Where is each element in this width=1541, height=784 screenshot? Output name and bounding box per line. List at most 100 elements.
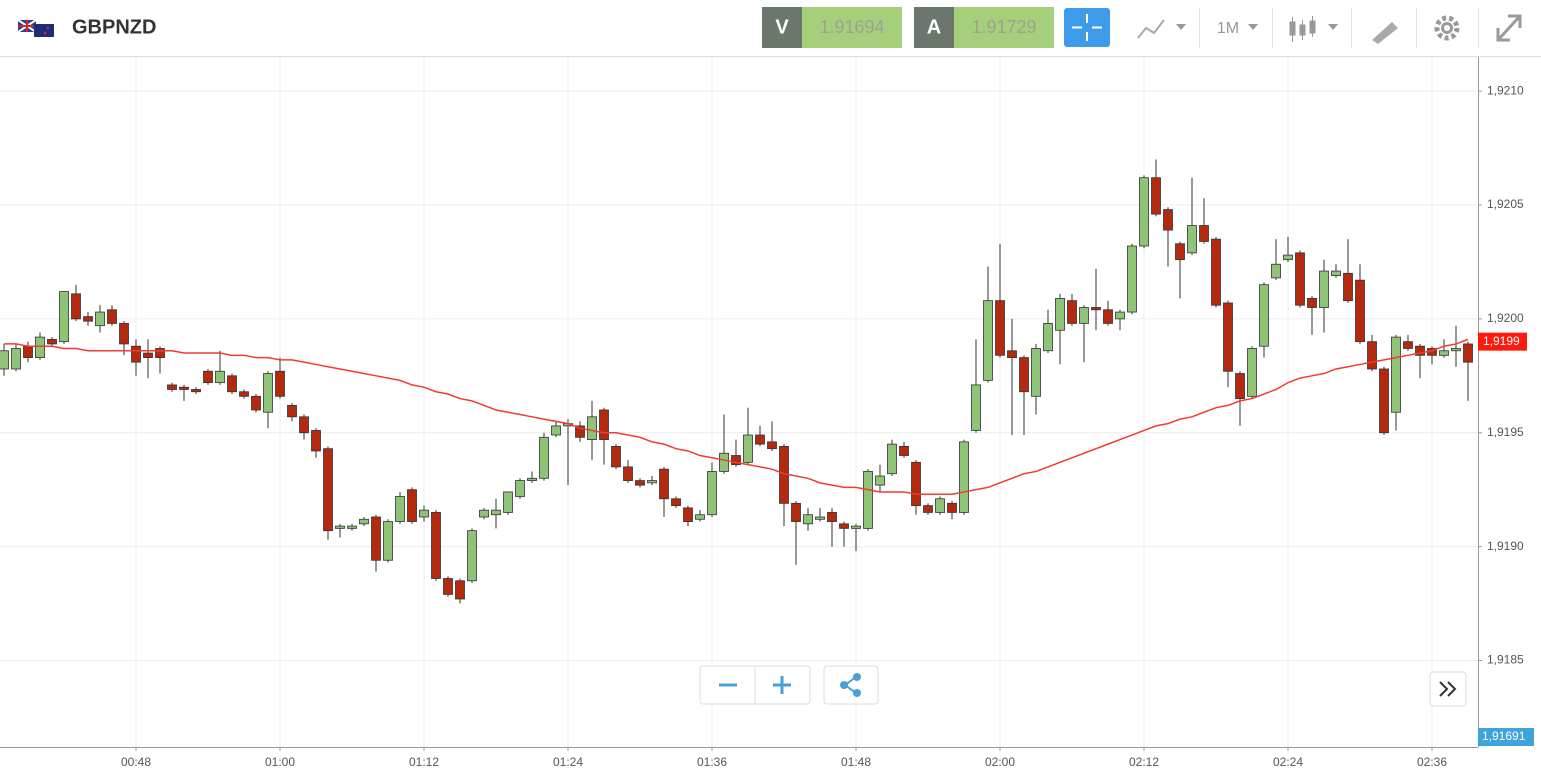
candle-body xyxy=(1103,309,1113,324)
candle-body xyxy=(863,471,873,529)
candle-body xyxy=(1403,341,1413,349)
candle-body xyxy=(1343,272,1353,302)
candle-body xyxy=(1283,254,1293,261)
candle-body xyxy=(239,391,249,397)
dropdown-arrow xyxy=(1328,24,1338,30)
candle-body xyxy=(647,480,657,484)
candle-body xyxy=(587,416,597,440)
candle-body xyxy=(839,523,849,529)
candle-body xyxy=(491,509,501,516)
candle-body xyxy=(371,516,381,561)
buy-price: 1.91729 xyxy=(971,17,1036,37)
chart-type-icon[interactable] xyxy=(1289,16,1316,42)
x-tick-label: 02:24 xyxy=(1273,755,1303,769)
share-button[interactable] xyxy=(823,665,879,705)
sell-button[interactable] xyxy=(762,7,802,48)
x-tick-label: 01:36 xyxy=(697,755,727,769)
candle-body xyxy=(947,502,957,513)
candle-body xyxy=(611,446,621,468)
candle-body xyxy=(959,441,969,513)
last-price-label: 1,9199 xyxy=(1483,334,1520,348)
candle-body xyxy=(431,512,441,579)
candle-body xyxy=(1259,284,1269,347)
candle-body xyxy=(683,507,693,522)
candle-body xyxy=(911,461,921,507)
bid-tag-label: 1,91691 xyxy=(1482,729,1526,743)
candle-body xyxy=(1019,357,1029,393)
candle-body xyxy=(227,375,237,393)
flag-nz-star xyxy=(46,26,50,30)
x-tick-label: 00:48 xyxy=(121,755,151,769)
symbol: GBPNZD xyxy=(72,16,156,38)
candle-body xyxy=(1379,368,1389,434)
buy-price-box[interactable] xyxy=(954,7,1054,48)
fullscreen-icon[interactable] xyxy=(1496,14,1522,42)
candle-body xyxy=(1439,350,1449,356)
header: GBPNZD V 1.91694 A 1.91729 1M xyxy=(0,0,1541,57)
sell-label: V xyxy=(775,16,789,38)
candle-body xyxy=(767,441,777,450)
drawing-tool-icon[interactable] xyxy=(1370,22,1398,44)
candle-body xyxy=(1055,297,1065,331)
candle-body xyxy=(395,496,405,522)
candle-body xyxy=(515,480,525,497)
candle-body xyxy=(971,384,981,431)
candle-body xyxy=(1355,279,1365,343)
candle-body xyxy=(575,425,585,438)
crosshair-icon xyxy=(1072,14,1102,41)
candle-body xyxy=(935,498,945,513)
candle-body xyxy=(707,471,717,516)
timeframe[interactable]: 1M xyxy=(1217,20,1239,37)
dropdown-arrow xyxy=(1176,24,1186,30)
candle-body xyxy=(659,468,669,500)
candle-body xyxy=(1187,225,1197,254)
flag-nz xyxy=(34,24,54,37)
candle-body xyxy=(203,370,213,384)
candle-body xyxy=(383,521,393,561)
candle-body xyxy=(899,446,909,456)
candle-body xyxy=(131,345,141,363)
candle-body xyxy=(323,448,333,532)
candle-body xyxy=(275,370,285,397)
crosshair-button[interactable] xyxy=(1064,8,1110,47)
candle-body xyxy=(407,489,417,522)
zoom-in[interactable] xyxy=(773,676,791,694)
candle-body xyxy=(1415,345,1425,356)
candle-body xyxy=(251,395,261,411)
candle-body xyxy=(743,434,753,463)
candle-body xyxy=(1007,350,1017,358)
candle-body xyxy=(887,443,897,475)
buy-label: A xyxy=(927,16,941,38)
candle-body xyxy=(419,509,429,518)
candle-body xyxy=(791,502,801,522)
candle-body xyxy=(983,300,993,381)
settings-icon[interactable] xyxy=(1434,15,1460,41)
candle-body xyxy=(635,480,645,486)
candle-body xyxy=(1139,177,1149,247)
candle-body xyxy=(1391,336,1401,413)
y-tick-label: 1,9190 xyxy=(1487,539,1524,553)
candle-body xyxy=(1175,243,1185,261)
candle-body xyxy=(155,348,165,358)
sell-price-box[interactable] xyxy=(802,7,902,48)
candle-body xyxy=(671,498,681,507)
buy-button[interactable] xyxy=(914,7,954,48)
indicator-icon[interactable] xyxy=(1137,19,1165,39)
candle-body xyxy=(1235,373,1245,399)
candle-body xyxy=(1031,348,1041,397)
candle-body xyxy=(179,386,189,390)
candle-body xyxy=(1043,323,1053,352)
x-tick-label: 02:00 xyxy=(985,755,1015,769)
moving-average xyxy=(4,338,1469,495)
candle-body xyxy=(1247,348,1257,397)
candle-body xyxy=(527,477,537,481)
candle-body xyxy=(1223,302,1233,372)
candle-body xyxy=(1115,311,1125,320)
candle-body xyxy=(455,580,465,600)
candle-body xyxy=(875,475,885,486)
y-tick-label: 1,9205 xyxy=(1487,197,1524,211)
candle-body xyxy=(0,350,9,370)
y-tick-label: 1,9200 xyxy=(1487,311,1524,325)
